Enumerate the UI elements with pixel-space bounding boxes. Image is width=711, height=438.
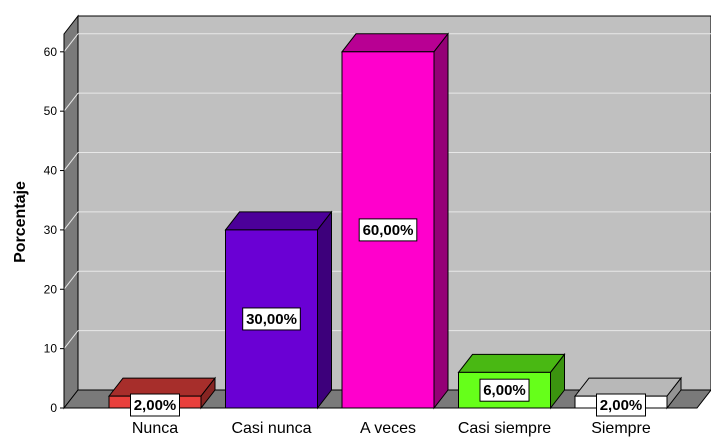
bar-side-face [433, 32, 449, 410]
bars: 2,00% 30,00% 60,00% 6,00% 2,00% [107, 32, 683, 417]
bar-top-face [457, 353, 566, 373]
bar-siempre: 2,00% [573, 376, 683, 417]
x-tick-label: A veces [360, 420, 416, 437]
x-tick-label: Nunca [132, 420, 178, 437]
gridline-side [63, 330, 79, 349]
bar-top-face [573, 377, 683, 397]
x-tick-label: Casi nunca [231, 420, 311, 437]
y-tick-label: 10 [44, 342, 58, 356]
data-label-box [358, 218, 418, 242]
y-tick-label: 30 [44, 223, 58, 237]
bar-top-face [107, 377, 217, 397]
x-axis-labels: Nunca Casi nunca A veces Casi siempre Siempr… [132, 420, 651, 437]
y-axis-ticks: 0 10 20 30 40 50 60 [44, 34, 65, 415]
data-label: 6,00% [483, 382, 526, 399]
bar-top-face [224, 211, 333, 231]
data-label: 30,00% [246, 311, 297, 328]
y-tick-label: 20 [44, 282, 58, 296]
data-label: 60,00% [363, 222, 414, 239]
bar-nunca: 2,00% [107, 376, 217, 417]
bar-top-face [340, 33, 450, 53]
gridline-side [63, 33, 79, 53]
y-tick-label: 50 [44, 104, 58, 118]
bar-casi-nunca: 30,00% [224, 210, 333, 410]
y-axis-title: Porcentaje [12, 181, 29, 263]
bar-a-veces: 60,00% [340, 32, 450, 410]
plot-side-wall [63, 14, 79, 410]
gridline-side [63, 211, 79, 231]
data-label: 2,00% [134, 397, 177, 414]
data-label: 2,00% [600, 397, 643, 414]
y-tick-label: 0 [50, 401, 57, 415]
gridline-side [63, 152, 79, 171]
data-label-box [242, 307, 301, 331]
bar-casi-siempre: 6,00% [457, 352, 566, 410]
data-label-box [130, 393, 180, 417]
gridline-side [63, 270, 79, 290]
bar-side-face [317, 210, 332, 410]
y-tick-label: 60 [44, 45, 58, 59]
data-label-box [479, 378, 530, 402]
data-label-box [596, 393, 646, 417]
x-tick-label: Casi siempre [458, 420, 551, 437]
y-tick-label: 40 [44, 164, 58, 178]
gridline-side [63, 92, 79, 112]
x-tick-label: Siempre [591, 420, 651, 437]
